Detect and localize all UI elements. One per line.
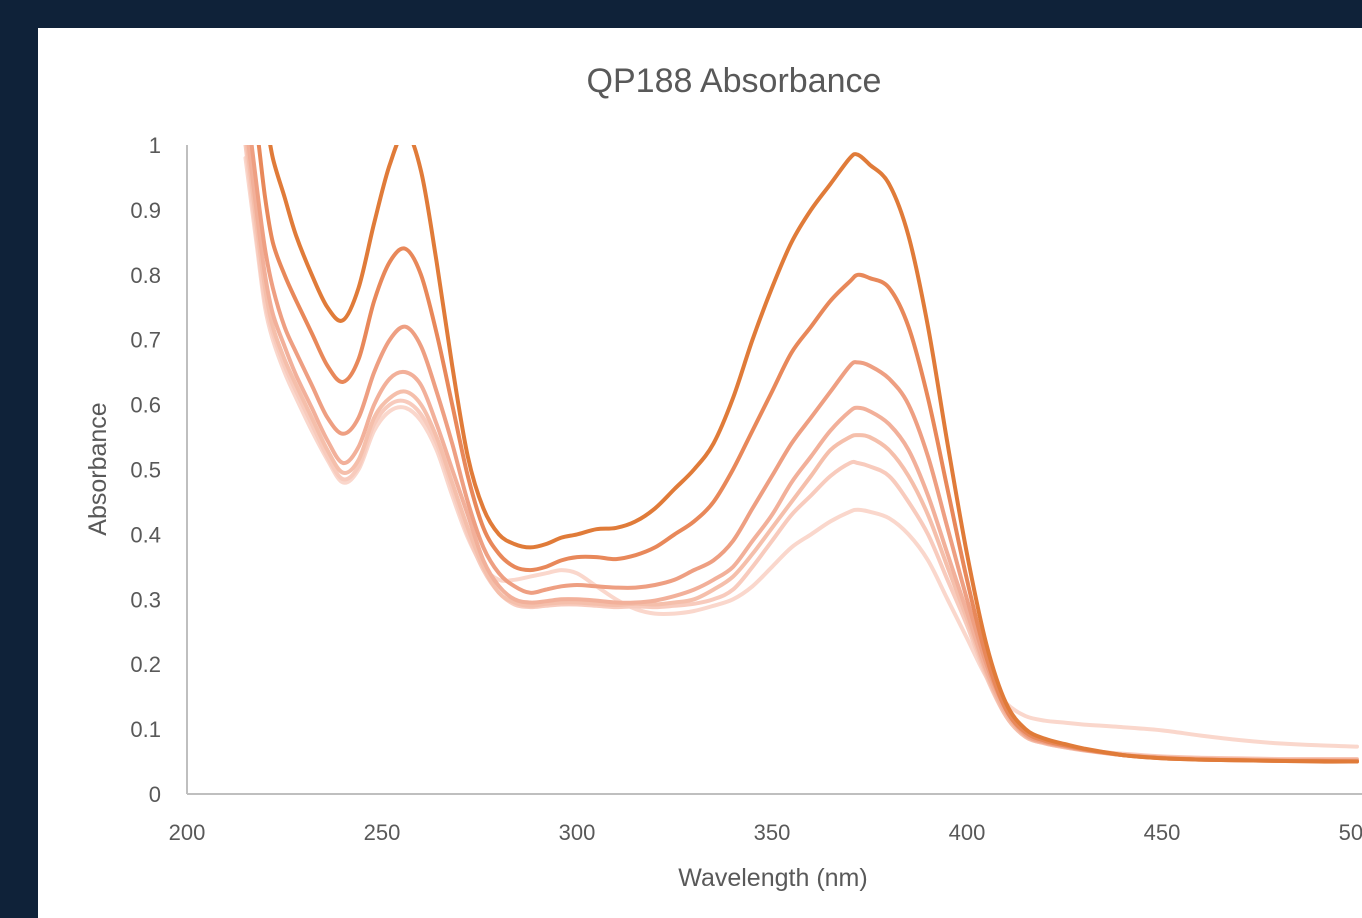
series-line (249, 145, 1359, 763)
x-tick-label: 250 (364, 820, 401, 845)
chart-title: QP188 Absorbance (587, 62, 882, 100)
y-tick-label: 0.1 (130, 717, 161, 742)
y-tick-label: 0 (149, 782, 161, 807)
x-tick-labels: 200 250 300 350 400 450 500 (169, 820, 1362, 845)
series-line (246, 145, 1359, 763)
y-axis-title: Absorbance (84, 402, 112, 535)
x-tick-label: 450 (1144, 820, 1181, 845)
y-tick-label: 0.5 (130, 458, 161, 483)
x-axis-title: Wavelength (nm) (678, 864, 867, 892)
y-tick-label: 0.9 (130, 198, 161, 223)
series-line (256, 145, 1359, 764)
y-tick-label: 0.2 (130, 652, 161, 677)
y-tick-label: 1 (149, 133, 161, 158)
chart-panel: QP188 Absorbance 0 0.1 0.2 0.3 0.4 0.5 0.6 0.7 0… (38, 28, 1362, 918)
y-tick-label: 0.3 (130, 587, 161, 612)
axis-titles: Wavelength (nm) Absorbance (84, 402, 868, 892)
x-tick-label: 300 (559, 820, 596, 845)
axes-layer (186, 145, 1362, 795)
absorbance-chart: QP188 Absorbance 00.10.20.30.40.50.60.70… (84, 62, 1362, 892)
y-tick-label: 0.4 (130, 522, 161, 547)
series-line (243, 156, 1359, 749)
title-layer: QP188 Absorbance (587, 62, 882, 100)
x-tick-label: 350 (754, 820, 791, 845)
series-line (243, 145, 1359, 762)
x-tick-label: 200 (169, 820, 206, 845)
series-layer (243, 145, 1359, 764)
y-tick-label: 0.7 (130, 328, 161, 353)
y-tick-labels: 0 0.1 0.2 0.3 0.4 0.5 0.6 0.7 0.8 0.9 1 (130, 133, 161, 807)
series-line (268, 145, 1359, 764)
y-tick-label: 0.6 (130, 393, 161, 418)
x-tick-label: 500 (1339, 820, 1362, 845)
y-tick-label: 0.8 (130, 263, 161, 288)
x-tick-label: 400 (949, 820, 986, 845)
